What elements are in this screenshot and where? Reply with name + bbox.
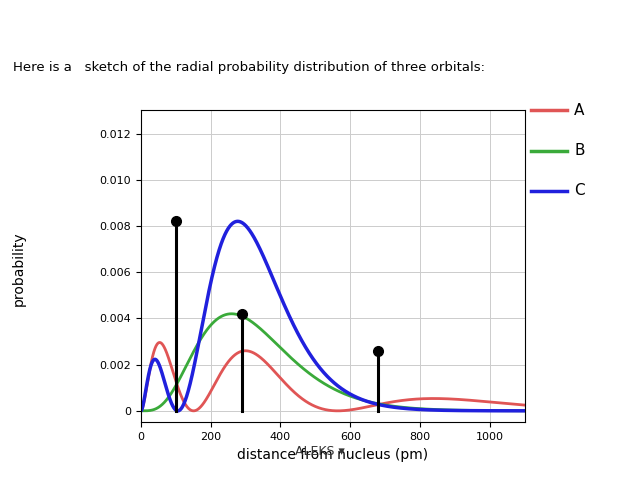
Text: Interpreting the radial probability distribution of an orbital: Interpreting the radial probability dist… (107, 16, 533, 32)
A (442, 396, 450, 402)
Text: Here is a   sketch of the radial probability distribution of three orbitals:: Here is a sketch of the radial probabili… (13, 60, 485, 74)
A (156, 340, 163, 346)
A (137, 408, 145, 414)
B (381, 402, 388, 408)
Line: A: A (141, 343, 525, 411)
B (442, 407, 450, 413)
B (364, 399, 372, 405)
A (276, 374, 284, 380)
Text: ALEKS ▾: ALEKS ▾ (295, 444, 345, 458)
C (156, 364, 164, 370)
A (422, 396, 429, 401)
B (276, 344, 284, 350)
C (276, 292, 284, 298)
Line: B: B (141, 314, 525, 411)
C (442, 408, 450, 413)
A (156, 340, 164, 346)
C (381, 403, 388, 408)
Text: C: C (574, 183, 585, 198)
C (137, 408, 145, 414)
A (521, 402, 529, 408)
Text: probability: probability (12, 231, 26, 306)
C (422, 407, 429, 413)
A (364, 404, 372, 409)
A (334, 408, 342, 414)
Text: A: A (574, 103, 584, 118)
C (364, 399, 372, 405)
Line: C: C (141, 221, 525, 411)
C (521, 408, 529, 414)
C (234, 218, 241, 224)
B (521, 408, 529, 414)
B (228, 311, 236, 317)
Text: B: B (574, 143, 585, 158)
X-axis label: distance from nucleus (pm): distance from nucleus (pm) (237, 448, 428, 462)
B (137, 408, 145, 414)
A (381, 400, 388, 406)
B (422, 406, 429, 412)
B (156, 403, 164, 409)
